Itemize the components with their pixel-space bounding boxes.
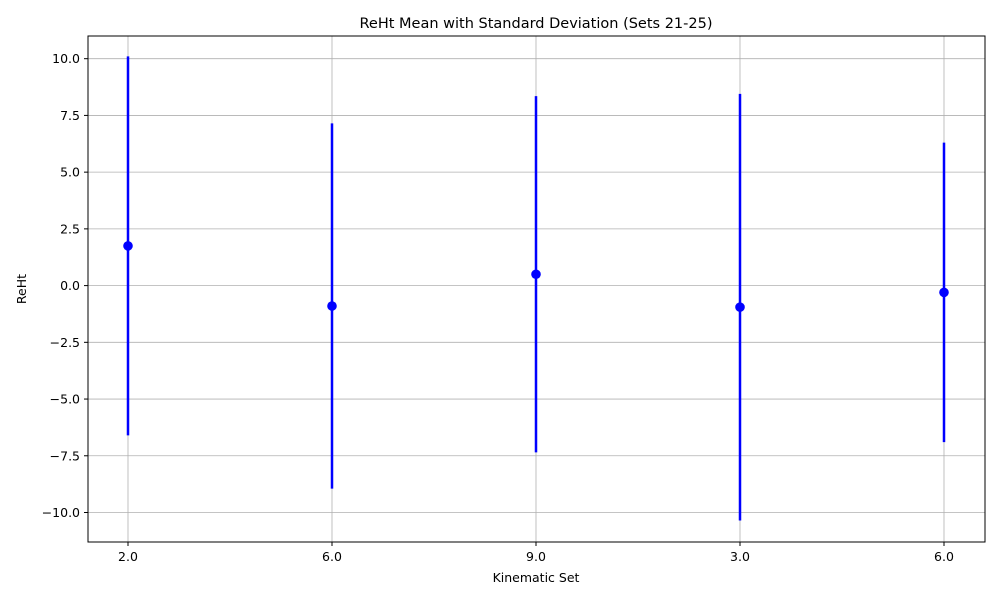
error-bars (123, 56, 949, 521)
y-tick-label: −10.0 (42, 505, 80, 520)
mean-point (123, 241, 133, 251)
x-tick-label: 2.0 (118, 549, 138, 564)
mean-point (327, 301, 337, 311)
x-tick-label: 6.0 (322, 549, 342, 564)
x-tick-label: 6.0 (934, 549, 954, 564)
y-tick-label: 10.0 (52, 51, 80, 66)
chart-title: ReHt Mean with Standard Deviation (Sets … (360, 16, 713, 32)
y-tick-label: 2.5 (60, 221, 80, 236)
y-axis-label: ReHt (14, 274, 29, 304)
y-tick-label: 7.5 (60, 108, 80, 123)
x-tick-label: 9.0 (526, 549, 546, 564)
mean-point (735, 302, 745, 312)
y-tick-label: 0.0 (60, 278, 80, 293)
y-tick-label: −5.0 (50, 392, 80, 407)
y-tick-label: −2.5 (50, 335, 80, 350)
axis-ticks: −10.0 −7.5 −5.0 −2.5 0.0 2.5 5.0 7.5 10.0 2.0 6.0 9… (42, 51, 954, 564)
x-axis-label: Kinematic Set (493, 570, 580, 585)
x-tick-label: 3.0 (730, 549, 750, 564)
plot-frame (87, 35, 986, 543)
mean-point (531, 269, 541, 280)
y-tick-label: 5.0 (60, 165, 80, 180)
mean-point (939, 287, 949, 298)
y-tick-label: −7.5 (50, 448, 80, 463)
